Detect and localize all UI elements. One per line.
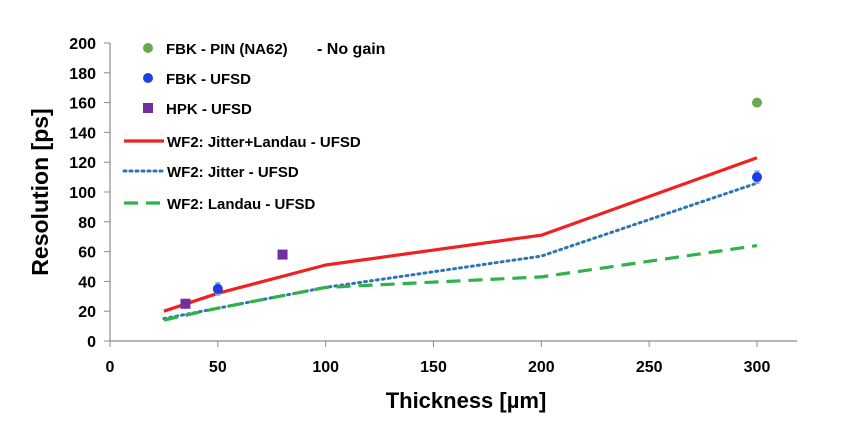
x-tick-label: 200 bbox=[528, 359, 555, 376]
legend-swatch-fbk-ufsd bbox=[143, 73, 153, 83]
legend-swatch-fbk-pin-na62- bbox=[143, 43, 153, 53]
x-tick-label: 50 bbox=[209, 359, 227, 376]
series-line-wf2-landau-ufsd bbox=[163, 244, 758, 322]
y-tick-label: 60 bbox=[78, 245, 96, 262]
legend-swatch-hpk-ufsd bbox=[143, 103, 153, 113]
y-tick-label: 20 bbox=[78, 304, 96, 321]
y-tick-label: 180 bbox=[69, 66, 96, 83]
y-tick-label: 160 bbox=[69, 96, 96, 113]
y-axis-title: Resolution [ps] bbox=[27, 108, 53, 275]
legend-label-fbk-ufsd: FBK - UFSD bbox=[166, 71, 251, 88]
series-lines bbox=[162, 156, 759, 322]
x-tick-label: 250 bbox=[636, 359, 663, 376]
legend: FBK - PIN (NA62) - No gain FBK - UFSD HPK -… bbox=[122, 41, 385, 213]
x-tick-label: 100 bbox=[312, 359, 339, 376]
marker-fbk-ufsd bbox=[752, 172, 762, 183]
legend-label-wf2-jitter-landau-ufsd: WF2: Jitter+Landau - UFSD bbox=[167, 134, 361, 151]
y-tick-label: 40 bbox=[78, 274, 96, 291]
marker-hpk-ufsd bbox=[180, 298, 191, 309]
marker-hpk-ufsd bbox=[277, 249, 288, 260]
x-tick-label: 150 bbox=[420, 359, 447, 376]
x-tick-label: 300 bbox=[744, 359, 771, 376]
x-ticks: 0 50 100 150 200 250 300 bbox=[106, 341, 771, 376]
y-ticks: 0 20 40 60 80 100 120 140 160 180 200 bbox=[69, 36, 110, 351]
x-axis-title: Thickness [µm] bbox=[386, 388, 547, 413]
legend-note: - No gain bbox=[317, 41, 385, 58]
legend-label-wf2-jitter-ufsd: WF2: Jitter - UFSD bbox=[167, 164, 299, 181]
series-line-wf2-jitter-landau-ufsd bbox=[163, 156, 758, 313]
x-tick-label: 0 bbox=[106, 359, 115, 376]
marker-fbk-pin-na62- bbox=[752, 97, 762, 108]
legend-label-hpk-ufsd: HPK - UFSD bbox=[166, 101, 252, 118]
y-tick-label: 100 bbox=[69, 185, 96, 202]
y-tick-label: 140 bbox=[69, 125, 96, 142]
legend-label-fbk-pin-na62-: FBK - PIN (NA62) bbox=[166, 41, 288, 58]
y-tick-label: 200 bbox=[69, 36, 96, 53]
axes: 0 20 40 60 80 100 120 140 160 180 200 0 50 100 150 200… bbox=[69, 36, 797, 376]
marker-fbk-ufsd bbox=[212, 283, 223, 294]
series-markers bbox=[180, 97, 762, 309]
legend-label-wf2-landau-ufsd: WF2: Landau - UFSD bbox=[167, 196, 315, 213]
y-tick-label: 0 bbox=[87, 334, 96, 351]
y-tick-label: 80 bbox=[78, 215, 96, 232]
y-tick-label: 120 bbox=[69, 155, 96, 172]
